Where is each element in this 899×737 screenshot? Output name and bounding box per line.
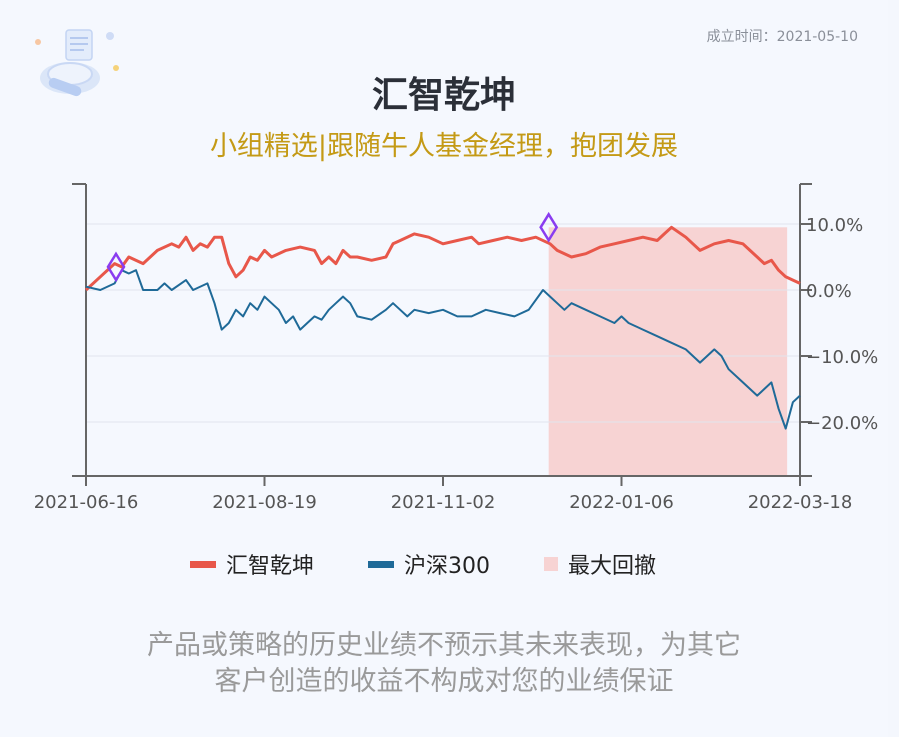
diamond-marker-icon — [539, 211, 559, 243]
legend-label-fund: 汇智乾坤 — [226, 554, 315, 579]
x-tick-label: 2021-08-19 — [212, 492, 317, 513]
legend-swatch-drawdown — [544, 557, 559, 571]
disclaimer-line-1: 产品或策略的历史业绩不预示其未来表现，为其它 — [147, 630, 741, 661]
y-tick-label: −10.0% — [806, 347, 878, 368]
page-title: 汇智乾坤 — [371, 75, 516, 116]
line-chart: 10.0% 0.0% −10.0% −20.0% 2021-06-16 2021-08-1… — [34, 183, 878, 513]
legend-swatch-fund — [190, 560, 216, 568]
chart-legend: 汇智乾坤 沪深300 最大回撤 — [190, 548, 656, 580]
x-tick-label: 2021-11-02 — [391, 492, 496, 513]
index-series-line — [85, 269, 801, 430]
y-tick-label: 0.0% — [806, 281, 852, 302]
page-subtitle: 小组精选|跟随牛人基金经理，抱团发展 — [209, 131, 679, 162]
legend-item-fund: 汇智乾坤 — [190, 548, 314, 580]
x-tick-label: 2022-01-06 — [569, 492, 674, 513]
x-tick-label: 2021-06-16 — [34, 492, 139, 513]
x-tick-label: 2022-03-18 — [748, 492, 853, 513]
legend-label-index: 沪深300 — [404, 554, 491, 579]
diamond-marker-icon — [106, 251, 126, 283]
y-tick-label: 10.0% — [806, 215, 863, 236]
founded-date: 成立时间：2021-05-10 — [706, 29, 858, 45]
drawdown-region — [548, 227, 788, 476]
y-tick-label: −20.0% — [806, 413, 878, 434]
legend-label-drawdown: 最大回撤 — [568, 554, 657, 579]
disclaimer-line-2: 客户创造的收益不构成对您的业绩保证 — [214, 666, 674, 697]
legend-item-drawdown: 最大回撤 — [544, 548, 656, 580]
legend-item-index: 沪深300 — [368, 548, 490, 580]
disclaimer: 产品或策略的历史业绩不预示其未来表现，为其它 客户创造的收益不构成对您的业绩保证 — [0, 628, 888, 700]
magnifier-logo-icon — [35, 29, 119, 97]
fund-series-line — [84, 225, 801, 292]
legend-swatch-index — [368, 560, 395, 568]
